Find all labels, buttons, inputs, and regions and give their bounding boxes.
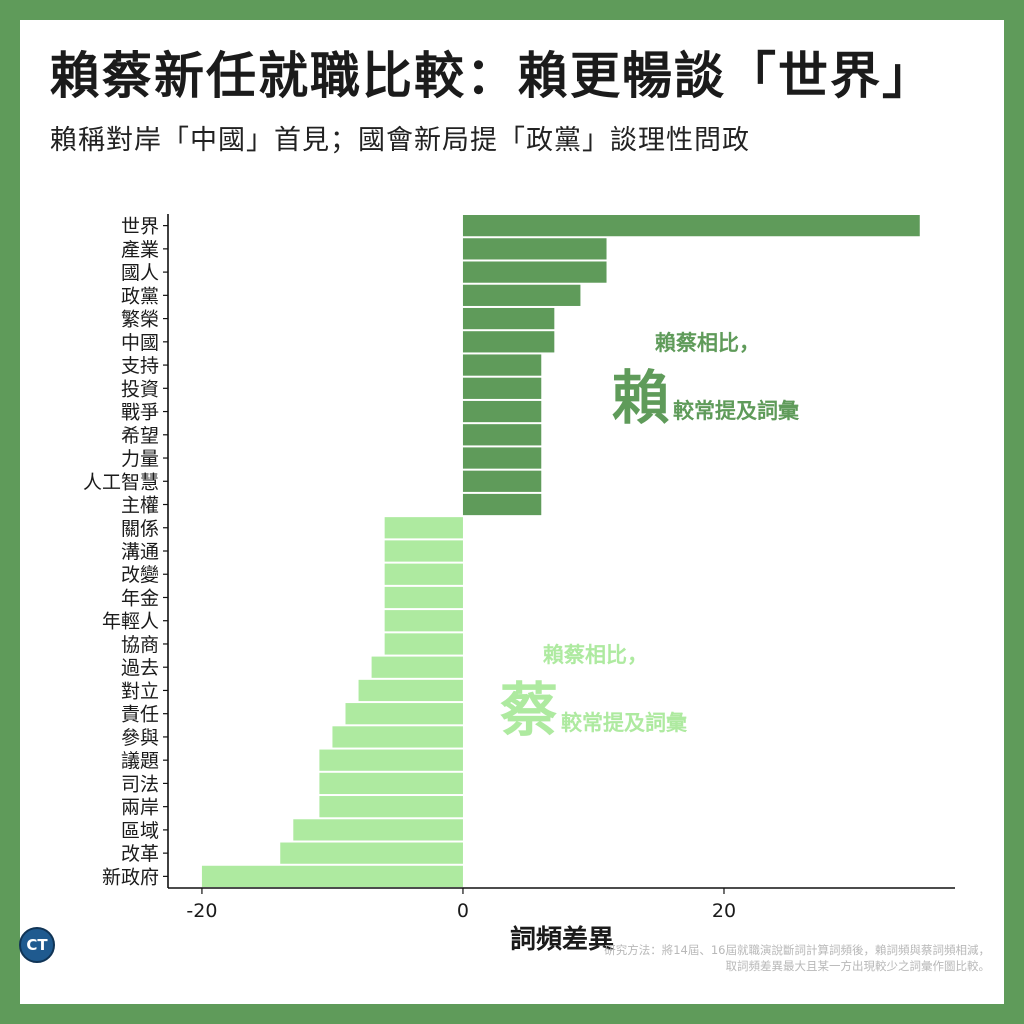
category-label: 國人: [121, 262, 159, 284]
category-label: 司法: [121, 773, 159, 795]
bar-戰爭: [462, 400, 542, 423]
category-label: 產業: [121, 239, 159, 261]
bar-關係: [384, 517, 463, 539]
bar-兩岸: [319, 796, 463, 818]
x-ticks: -20 0 20: [186, 888, 736, 922]
bar-議題: [319, 749, 463, 771]
bar-年金: [384, 586, 463, 609]
annotation-tsai-line1: 賴蔡相比，: [543, 643, 648, 667]
category-label: 政黨: [121, 285, 159, 307]
ct-logo-icon: CT: [19, 927, 55, 963]
category-label: 年金: [121, 587, 159, 609]
bar-力量: [462, 447, 542, 469]
bar-投資: [462, 377, 542, 399]
category-label: 新政府: [102, 866, 159, 888]
category-label: 年輕人: [102, 611, 159, 633]
bar-司法: [319, 772, 463, 795]
bar-新政府: [201, 865, 463, 887]
x-axis-label: 詞頻差異: [510, 924, 614, 955]
category-label: 參與: [121, 727, 159, 749]
category-label: 戰爭: [121, 402, 159, 424]
x-tick-label: 20: [712, 900, 736, 922]
bar-繁榮: [462, 307, 555, 330]
x-tick-label: -20: [186, 900, 217, 922]
category-label: 過去: [121, 657, 159, 679]
category-label: 關係: [121, 518, 159, 540]
bar-國人: [462, 261, 607, 283]
category-label: 兩岸: [121, 797, 159, 819]
chart-title: 賴蔡新任就職比較：賴更暢談「世界」: [50, 47, 934, 105]
bar-參與: [332, 726, 463, 748]
bar-中國: [462, 331, 555, 353]
category-label: 支持: [121, 355, 159, 377]
annotation-lai-big: 賴: [612, 364, 670, 432]
category-label: 力量: [121, 448, 159, 470]
category-label: 區域: [121, 820, 159, 842]
bar-改變: [384, 563, 463, 585]
category-label: 對立: [121, 680, 159, 702]
bar-溝通: [384, 540, 463, 562]
annotation-tsai-big: 蔡: [500, 676, 558, 744]
annotation-lai: 賴蔡相比， 賴 較常提及詞彙: [612, 331, 800, 432]
bar-人工智慧: [462, 470, 542, 492]
chart-subtitle: 賴稱對岸「中國」首見；國會新局提「政黨」談理性問政: [50, 125, 750, 156]
category-label: 主權: [121, 495, 159, 517]
bar-政黨: [462, 284, 581, 306]
category-label: 協商: [121, 634, 159, 656]
category-label: 希望: [121, 425, 159, 447]
bar-年輕人: [384, 610, 463, 632]
bar-協商: [384, 633, 463, 655]
category-label: 責任: [121, 704, 159, 726]
category-label: 繁榮: [121, 309, 159, 331]
bar-希望: [462, 424, 542, 446]
footnote-line2: 取詞頻差異最大且某一方出現較少之詞彙作圖比較。: [725, 959, 991, 973]
annotation-lai-line1: 賴蔡相比，: [655, 331, 760, 355]
bar-世界: [462, 215, 920, 237]
category-labels: 世界產業國人政黨繁榮中國支持投資戰爭希望力量人工智慧主權關係溝通改變年金年輕人協…: [83, 216, 168, 888]
category-label: 改變: [121, 564, 159, 586]
category-label: 議題: [121, 750, 159, 772]
bar-產業: [462, 238, 607, 260]
bar-支持: [462, 354, 542, 376]
bar-責任: [345, 703, 463, 725]
category-label: 投資: [121, 378, 159, 400]
category-label: 改革: [121, 843, 159, 865]
bar-過去: [371, 656, 463, 678]
bar-區域: [293, 819, 463, 841]
bar-主權: [462, 493, 542, 516]
category-label: 溝通: [121, 541, 159, 563]
footnote-line1: 研究方法：將14屆、16屆就職演說斷詞計算詞頻後，賴詞頻與蔡詞頻相減，: [604, 943, 990, 957]
footnote: 研究方法：將14屆、16屆就職演說斷詞計算詞頻後，賴詞頻與蔡詞頻相減， 取詞頻差…: [604, 942, 990, 974]
category-label: 世界: [121, 216, 159, 238]
category-label: 中國: [121, 332, 159, 354]
category-label: 人工智慧: [83, 471, 159, 493]
x-tick-label: 0: [457, 900, 469, 922]
annotation-tsai-rest: 較常提及詞彙: [561, 711, 688, 735]
bars-group: [201, 215, 920, 887]
annotation-lai-rest: 較常提及詞彙: [673, 399, 800, 423]
annotation-tsai: 賴蔡相比， 蔡 較常提及詞彙: [500, 643, 688, 744]
bar-改革: [280, 842, 463, 864]
bar-對立: [358, 679, 463, 702]
